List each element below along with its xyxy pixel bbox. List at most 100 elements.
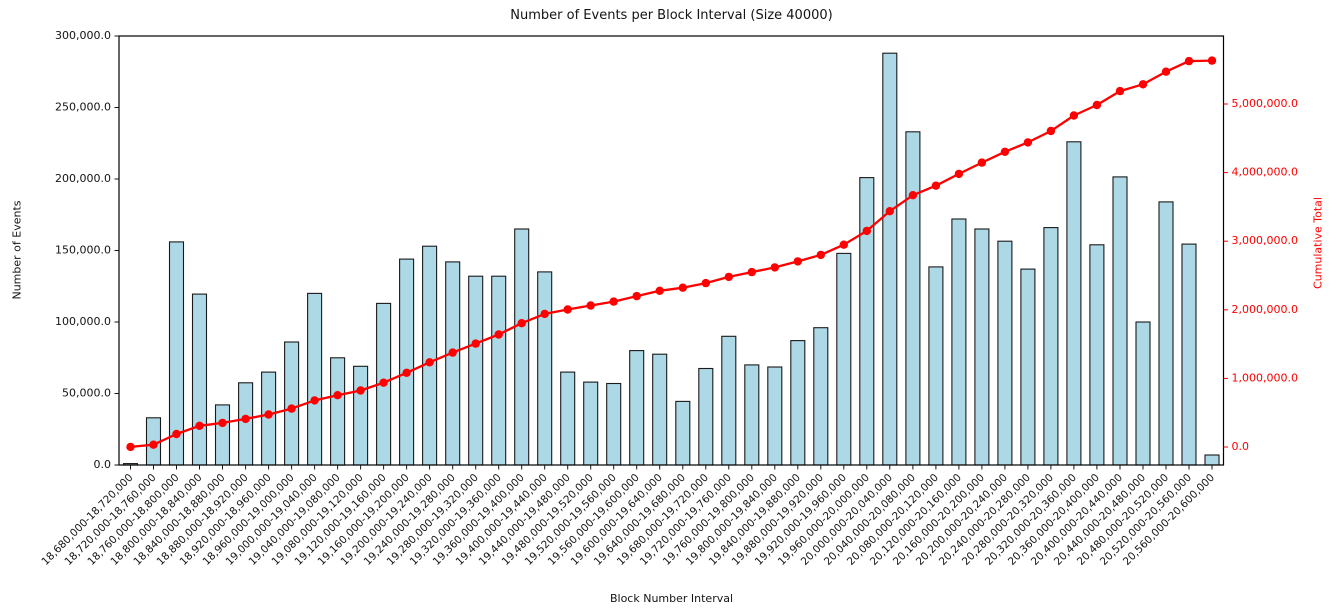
data-point [471,339,480,348]
bar [307,292,323,466]
bar [1112,176,1128,466]
data-point [1184,56,1194,66]
bar [1135,321,1151,466]
bar [767,366,783,466]
data-point [333,391,342,400]
data-point [1000,147,1010,156]
bar [928,266,944,466]
data-point [586,301,595,310]
bar [652,353,668,466]
data-point [540,309,549,319]
data-point [264,410,273,419]
data-point [379,378,388,387]
bar [191,293,208,466]
bar [974,228,990,466]
data-point [770,263,779,272]
data-point [1046,126,1056,136]
right-tick-label: 1,000,000.0 [1232,371,1298,384]
right-tick-label: 2,000,000.0 [1232,303,1298,316]
data-point [149,440,158,449]
bar [399,258,415,466]
bar [997,240,1013,466]
data-point [241,414,250,424]
bar [445,261,461,466]
bar [353,365,369,466]
data-point [816,250,825,260]
data-point [908,191,918,200]
bar [1020,268,1036,466]
data-point [172,429,181,439]
data-point [402,368,411,377]
data-point [747,267,756,277]
bar [1181,243,1197,466]
left-tick-label: 0.0 [94,458,112,471]
data-point [1069,111,1079,120]
bar [675,400,691,466]
data-point [517,319,526,328]
bar [537,271,553,466]
data-point [1138,80,1148,89]
data-point [609,297,618,306]
data-point [632,291,641,301]
bar [1158,201,1174,466]
data-point [655,286,664,295]
bar [560,371,576,466]
y-axis-label-left: Number of Events [10,200,24,300]
left-tick-label: 50,000.0 [62,387,111,400]
bar [1204,454,1220,466]
bar [284,341,300,466]
data-point [862,226,871,236]
bar [606,382,622,466]
data-point [793,257,802,266]
data-point [1207,56,1217,65]
data-point [310,396,319,405]
bar [583,381,599,466]
bar [698,367,714,466]
data-point [885,207,894,216]
bar [882,52,898,466]
left-tick-label: 300,000.0 [55,29,111,42]
data-point [839,240,848,249]
data-point [931,181,941,190]
bar [422,245,438,466]
data-point [448,348,457,357]
data-point [356,386,365,395]
bar [330,357,346,466]
bar [813,327,829,466]
left-tick-label: 100,000.0 [55,315,111,328]
data-point [1161,67,1171,76]
data-point [195,421,204,430]
bar [836,252,852,466]
bar [859,177,875,466]
data-point [218,418,227,428]
data-point [724,272,733,282]
data-point [678,283,687,292]
bar [744,364,760,466]
bar [905,131,921,466]
data-point [1092,100,1102,110]
data-point [954,169,964,179]
bar [491,275,507,466]
right-tick-label: 4,000,000.0 [1232,166,1298,179]
x-axis-label: Block Number Interval [609,592,734,605]
right-tick-label: 0.0 [1232,440,1250,453]
bar [1043,227,1059,466]
data-point [494,330,503,339]
data-point [126,442,135,452]
chart-title: Number of Events per Block Interval (Siz… [510,8,833,23]
data-point [563,305,572,314]
data-point [1023,138,1033,147]
y-axis-label-right: Cumulative Total [1311,197,1325,289]
bar [721,335,737,466]
data-point [287,404,296,413]
bar [468,275,484,466]
bar [238,382,254,466]
bar [1066,141,1082,466]
bar [951,218,967,466]
data-point [977,158,987,167]
right-tick-label: 3,000,000.0 [1232,234,1298,247]
left-tick-label: 250,000.0 [55,101,111,114]
bar [629,350,645,466]
